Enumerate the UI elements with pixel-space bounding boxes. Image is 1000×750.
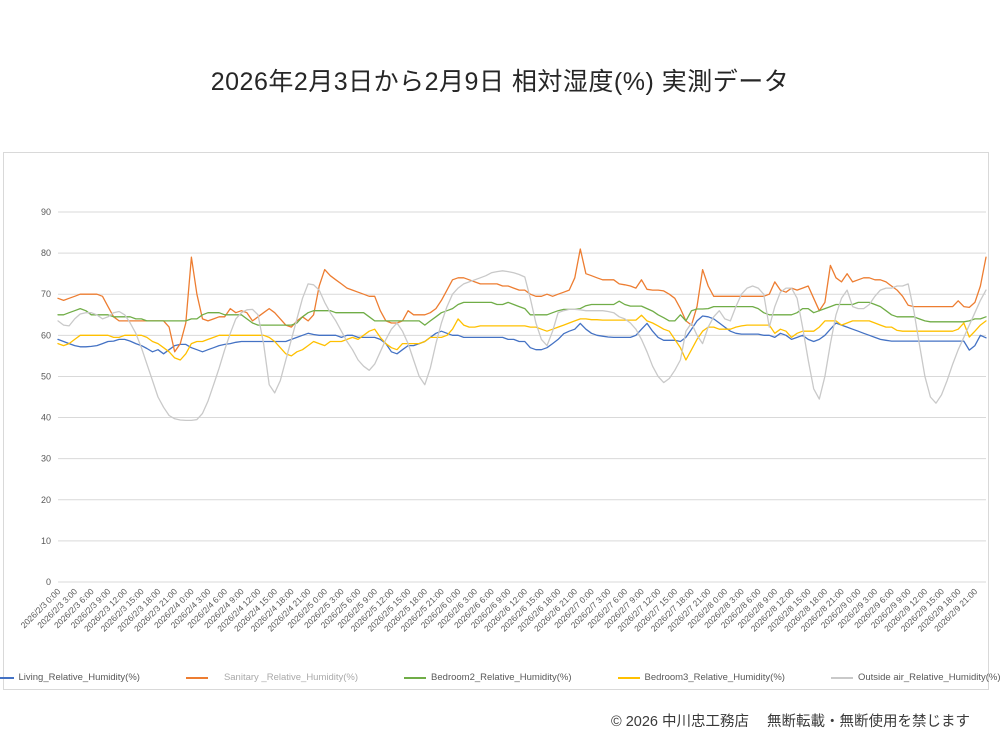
y-axis-tick-label: 50	[41, 371, 51, 381]
legend-item: Bedroom3_Relative_Humidity(%)	[617, 672, 785, 683]
chart-legend: Living_Relative_Humidity(%) Sanitary _Rel…	[0, 672, 1000, 683]
legend-line-swatch	[404, 676, 427, 679]
series-line-outside-air-relative-humidity-	[57, 270, 987, 422]
legend-line-swatch	[185, 676, 208, 679]
legend-item: Sanitary _Relative_Humidity(%)	[185, 672, 359, 683]
legend-label: Bedroom3_Relative_Humidity(%)	[644, 672, 785, 683]
y-axis-tick-label: 20	[41, 495, 51, 505]
legend-line-swatch	[0, 676, 14, 679]
legend-line-swatch	[617, 676, 640, 679]
legend-item: Bedroom2_Relative_Humidity(%)	[404, 672, 572, 683]
legend-label: Living_Relative_Humidity(%)	[18, 672, 140, 683]
series-line-bedroom3-relative-humidity-	[57, 314, 987, 361]
legend-label: Outside air_Relative_Humidity(%)	[857, 672, 1000, 683]
legend-line-swatch	[830, 676, 853, 679]
y-axis-tick-label: 60	[41, 330, 51, 340]
copyright-footer: © 2026 中川忠工務店 無断転載・無断使用を禁じます	[611, 710, 970, 731]
series-line-sanitary-relative-humidity-	[57, 248, 987, 353]
legend-label: Bedroom2_Relative_Humidity(%)	[431, 672, 572, 683]
y-axis-tick-label: 40	[41, 413, 51, 423]
legend-item: Living_Relative_Humidity(%)	[0, 672, 140, 683]
y-axis-tick-label: 90	[41, 207, 51, 217]
series-line-bedroom2-relative-humidity-	[57, 300, 987, 326]
y-axis-tick-label: 10	[41, 536, 51, 546]
y-axis-tick-label: 0	[46, 577, 51, 587]
copyright-text: © 2026 中川忠工務店	[611, 714, 749, 730]
page-title: 2026年2月3日から2月9日 相対湿度(%) 実測データ	[210, 68, 790, 96]
humidity-chart-card: 0 10 20 30 40 50 60 70 80 90 2026/2/3 0:00 2026/2/3…	[0, 152, 1000, 690]
y-axis-tick-label: 30	[41, 454, 51, 464]
series-line-living-relative-humidity-	[57, 315, 987, 355]
legend-label: Sanitary _Relative_Humidity(%)	[223, 672, 359, 683]
legend-item: Outside air_Relative_Humidity(%)	[830, 672, 1000, 683]
usage-notice-text: 無断転載・無断使用を禁じます	[767, 714, 970, 730]
y-axis-tick-label: 70	[41, 289, 51, 299]
y-axis-tick-label: 80	[41, 248, 51, 258]
